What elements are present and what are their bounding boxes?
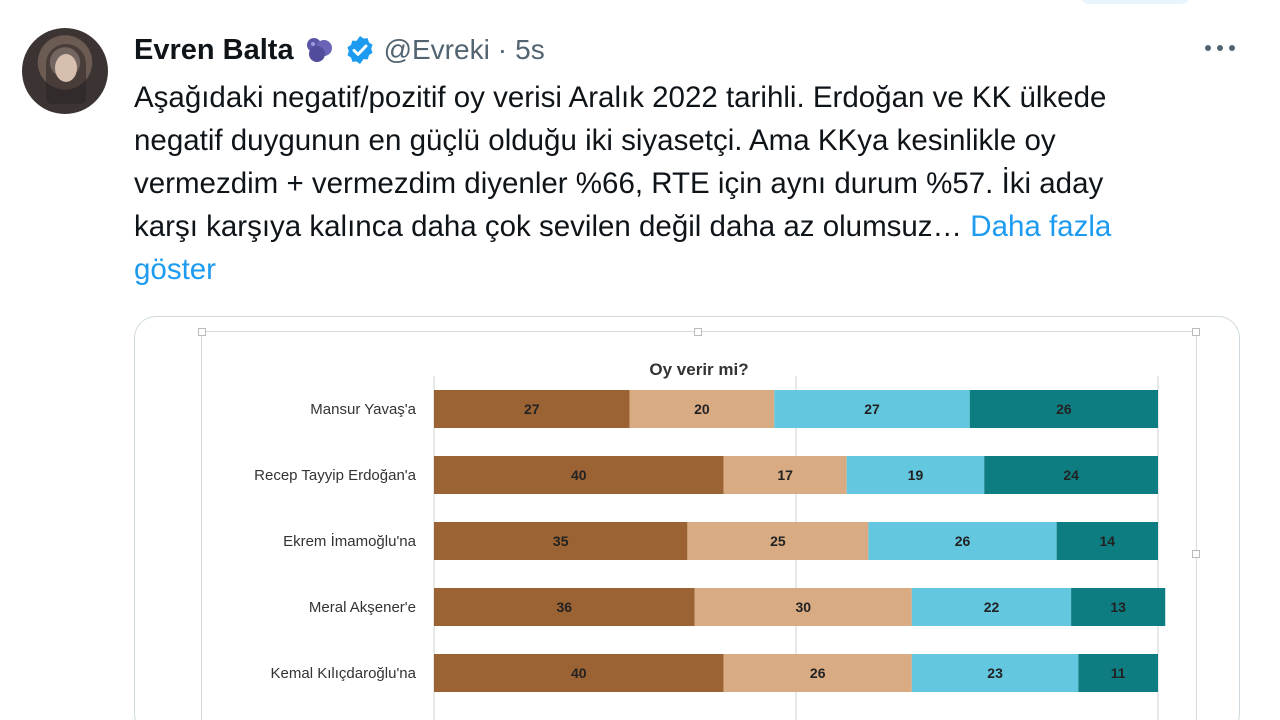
header-separator: ·: [497, 34, 508, 65]
chart-frame: Oy verir mi? Mansur Yavaş'a 27 20 27 26 Recep…: [198, 328, 1200, 720]
tweet-timestamp[interactable]: 5s: [515, 34, 545, 65]
bar-segment: [1071, 588, 1166, 626]
bar-segment: [911, 654, 1079, 692]
show-more-link[interactable]: Daha fazla: [970, 210, 1112, 243]
bar-segment: [694, 588, 912, 626]
bar-value-label: 26: [810, 665, 826, 681]
bar-value-label: 40: [571, 665, 587, 681]
tweet-media-image[interactable]: Oy verir mi? Mansur Yavaş'a 27 20 27 26 Recep…: [134, 316, 1240, 720]
avatar[interactable]: [22, 28, 108, 114]
bar-value-label: 23: [987, 665, 1003, 681]
bar-segment: [629, 390, 775, 428]
author-handle[interactable]: @Evreki: [383, 34, 490, 65]
bar-segment: [969, 390, 1158, 428]
stacked-bar-chart: Mansur Yavaş'a 27 20 27 26 Recep Tayyip Erdoğ…: [254, 376, 1166, 720]
tweet-text-line-last: karşı karşıya kalınca daha çok sevilen d…: [134, 205, 1244, 248]
bar-value-label: 20: [694, 401, 710, 417]
bar-segment: [434, 654, 724, 692]
bar-value-label: 19: [908, 467, 924, 483]
bar-segment: [1056, 522, 1158, 560]
bar-value-label: 36: [557, 599, 573, 615]
category-label: Kemal Kılıçdaroğlu'na: [271, 665, 417, 682]
category-label: Recep Tayyip Erdoğan'a: [254, 467, 417, 484]
tweet-header: Evren Balta @Evreki · 5s: [134, 30, 545, 70]
chart-handle: [694, 328, 702, 336]
bar-segment: [911, 588, 1072, 626]
bar-value-label: 30: [795, 599, 811, 615]
bar-segment: [723, 456, 847, 494]
bar-value-label: 17: [777, 467, 793, 483]
tweet-text-fragment: karşı karşıya kalınca daha çok sevilen d…: [134, 210, 963, 243]
category-label: Meral Akşener'e: [309, 599, 416, 616]
tweet-text-line: negatif duygunun en güçlü olduğu iki siy…: [134, 124, 1056, 157]
chart-handle: [1192, 550, 1200, 558]
more-options-icon[interactable]: [1200, 38, 1240, 58]
bar-value-label: 27: [864, 401, 880, 417]
chart-handle: [198, 328, 206, 336]
top-banner-pill: [1080, 0, 1190, 4]
bar-segment: [434, 522, 688, 560]
bar-value-label: 40: [571, 467, 587, 483]
bar-segment: [1078, 654, 1158, 692]
tweet-text-line: Aşağıdaki negatif/pozitif oy verisi Aral…: [134, 81, 1107, 114]
category-label: Ekrem İmamoğlu'na: [283, 532, 417, 550]
chart-handle: [1192, 328, 1200, 336]
bar-segment: [723, 654, 912, 692]
tweet-text: Aşağıdaki negatif/pozitif oy verisi Aral…: [134, 76, 1244, 291]
bar-value-label: 14: [1100, 533, 1116, 549]
bar-segment: [846, 456, 985, 494]
author-name[interactable]: Evren Balta: [134, 33, 294, 66]
bar-value-label: 35: [553, 533, 569, 549]
verified-badge-icon[interactable]: [344, 34, 376, 66]
show-more-link-continued[interactable]: göster: [134, 253, 216, 286]
bar-value-label: 13: [1110, 599, 1126, 615]
bar-value-label: 22: [984, 599, 1000, 615]
bar-segment: [434, 456, 724, 494]
bar-segment: [774, 390, 970, 428]
bar-value-label: 26: [1056, 401, 1072, 417]
bar-segment: [434, 390, 630, 428]
bar-segment: [434, 588, 695, 626]
blob-emoji-icon: [302, 35, 336, 65]
bar-value-label: 24: [1063, 467, 1079, 483]
bar-segment: [687, 522, 869, 560]
bar-value-label: 26: [955, 533, 971, 549]
bar-value-label: 25: [770, 533, 786, 549]
bar-segment: [984, 456, 1158, 494]
avatar-face: [55, 54, 77, 82]
bar-value-label: 11: [1111, 665, 1126, 681]
bar-segment: [868, 522, 1057, 560]
tweet-text-line: vermezdim + vermezdim diyenler %66, RTE …: [134, 167, 1104, 200]
chart-title: Oy verir mi?: [649, 360, 749, 379]
bar-value-label: 27: [524, 401, 540, 417]
category-label: Mansur Yavaş'a: [310, 401, 416, 418]
